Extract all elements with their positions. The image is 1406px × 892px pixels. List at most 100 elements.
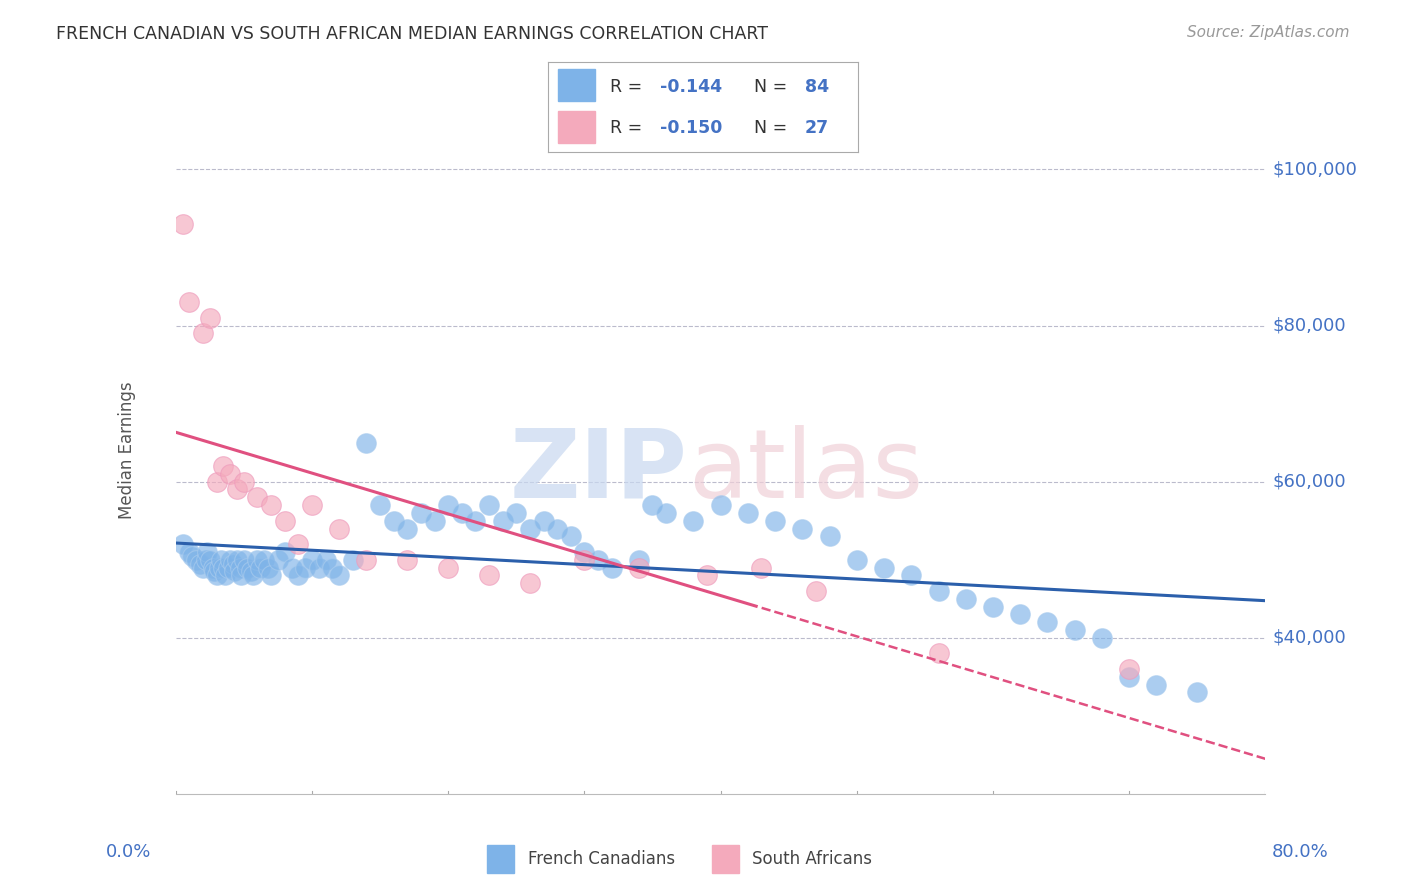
Point [222, 557, 245, 571]
Point [308, 560, 330, 574]
Text: Source: ZipAtlas.com: Source: ZipAtlas.com [1187, 25, 1350, 40]
Point [328, 521, 350, 535]
Point [257, 560, 280, 574]
Point [232, 552, 254, 567]
Point [194, 552, 217, 567]
Point [627, 552, 650, 567]
Point [1144, 678, 1167, 692]
Point [437, 498, 460, 512]
Point [464, 514, 486, 528]
Point [396, 552, 419, 567]
Point [1036, 615, 1059, 630]
Point [574, 545, 596, 559]
Point [641, 498, 664, 512]
Point [478, 498, 501, 512]
Point [928, 646, 950, 660]
Point [682, 514, 704, 528]
Point [172, 537, 194, 551]
Point [294, 560, 316, 574]
Point [696, 568, 718, 582]
Point [246, 552, 269, 567]
Point [627, 560, 650, 574]
Point [342, 552, 364, 567]
Point [214, 568, 236, 582]
Point [232, 475, 254, 489]
Point [533, 514, 555, 528]
Point [519, 521, 541, 535]
Point [231, 568, 253, 582]
Point [396, 521, 419, 535]
Point [301, 552, 323, 567]
Point [301, 498, 323, 512]
Text: $60,000: $60,000 [1272, 473, 1346, 491]
Point [205, 475, 228, 489]
Point [655, 506, 678, 520]
Point [818, 529, 841, 543]
Point [505, 506, 527, 520]
Bar [558, 69, 595, 101]
Point [280, 560, 302, 574]
Point [274, 545, 297, 559]
Point [212, 560, 235, 574]
Point [217, 560, 239, 574]
Point [423, 514, 446, 528]
Point [356, 435, 378, 450]
Point [198, 310, 221, 325]
Bar [558, 111, 595, 143]
Point [172, 217, 194, 231]
Point [873, 560, 896, 574]
Text: $40,000: $40,000 [1272, 629, 1346, 647]
Point [356, 552, 378, 567]
Point [600, 560, 623, 574]
Point [1091, 631, 1114, 645]
Point [382, 514, 405, 528]
Text: R =: R = [610, 78, 648, 95]
Point [260, 568, 283, 582]
Point [981, 599, 1004, 614]
Point [235, 560, 257, 574]
Point [955, 591, 977, 606]
Point [368, 498, 391, 512]
Text: French Canadians: French Canadians [527, 849, 675, 868]
Point [191, 560, 214, 574]
Point [179, 545, 201, 559]
Point [186, 552, 208, 567]
Text: -0.144: -0.144 [659, 78, 721, 95]
Point [219, 467, 242, 481]
Point [546, 521, 568, 535]
Point [253, 552, 276, 567]
Point [267, 552, 290, 567]
Text: -0.150: -0.150 [659, 119, 723, 136]
Point [792, 521, 814, 535]
Point [763, 514, 786, 528]
Text: 27: 27 [806, 119, 830, 136]
Point [249, 560, 271, 574]
Point [751, 560, 773, 574]
Text: FRENCH CANADIAN VS SOUTH AFRICAN MEDIAN EARNINGS CORRELATION CHART: FRENCH CANADIAN VS SOUTH AFRICAN MEDIAN … [56, 25, 768, 43]
Point [226, 552, 249, 567]
Point [574, 552, 596, 567]
Point [519, 576, 541, 591]
Point [315, 552, 337, 567]
Point [260, 498, 283, 512]
Point [239, 565, 262, 579]
Text: $80,000: $80,000 [1272, 317, 1346, 334]
Text: N =: N = [744, 119, 793, 136]
Text: R =: R = [610, 119, 648, 136]
Point [321, 560, 343, 574]
Text: Median Earnings: Median Earnings [118, 382, 136, 519]
Point [478, 568, 501, 582]
Text: ZIP: ZIP [510, 425, 688, 517]
Point [737, 506, 759, 520]
Point [1118, 670, 1140, 684]
Point [928, 583, 950, 598]
Point [1118, 662, 1140, 676]
Point [188, 557, 211, 571]
Point [328, 568, 350, 582]
Text: 80.0%: 80.0% [1272, 843, 1329, 861]
Text: South Africans: South Africans [752, 849, 873, 868]
Point [804, 583, 827, 598]
Point [437, 560, 460, 574]
Point [209, 552, 232, 567]
Text: $100,000: $100,000 [1272, 161, 1357, 178]
